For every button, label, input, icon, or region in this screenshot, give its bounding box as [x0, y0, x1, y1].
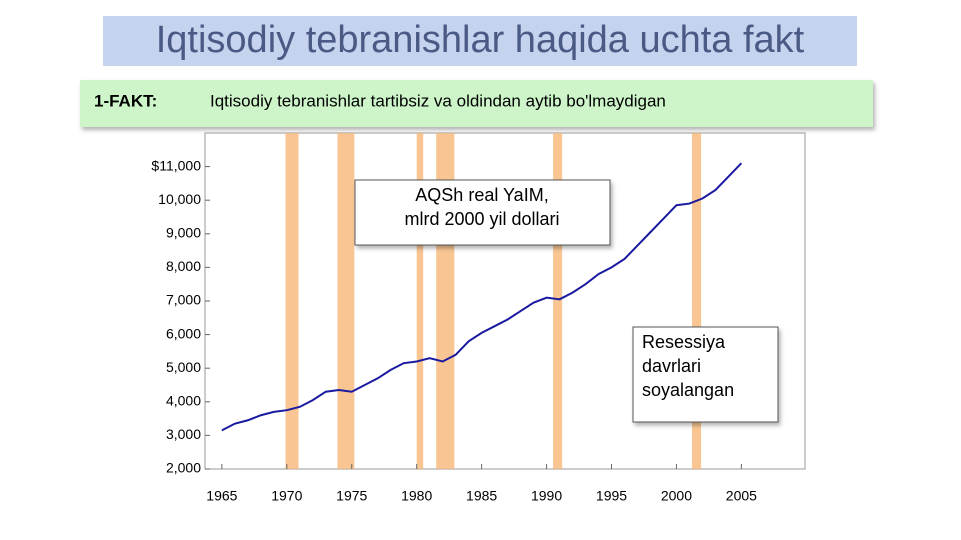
x-tick-label: 1985 [466, 488, 497, 504]
y-tick-label: 7,000 [166, 292, 201, 308]
y-tick-label: 2,000 [166, 460, 201, 476]
x-tick-label: 1990 [531, 488, 562, 504]
x-tick-label: 1965 [206, 488, 237, 504]
y-tick-label: 3,000 [166, 426, 201, 442]
annotation-text: soyalangan [642, 380, 734, 400]
fact-text: Iqtisodiy tebranishlar tartibsiz va oldi… [210, 91, 666, 110]
annotation-text: davrlari [642, 356, 701, 376]
y-tick-label: 6,000 [166, 325, 201, 341]
recession-band [692, 133, 702, 469]
recession-band [285, 133, 299, 469]
y-tick-label: 9,000 [166, 225, 201, 241]
x-tick-label: 1970 [271, 488, 302, 504]
recession-band [553, 133, 563, 469]
annotation-box [632, 326, 779, 423]
y-tick-label: 10,000 [158, 191, 201, 207]
x-tick-label: 2000 [661, 488, 692, 504]
y-tick-label: $11,000 [151, 157, 201, 173]
x-tick-label: 1975 [336, 488, 367, 504]
annotation-box [354, 179, 611, 246]
y-tick-label: 8,000 [166, 258, 201, 274]
title: Iqtisodiy tebranishlar haqida uchta fakt [156, 19, 805, 61]
recession-band [416, 133, 424, 469]
recession-band [337, 133, 355, 469]
title-bg [103, 16, 857, 66]
data-line [221, 162, 743, 432]
y-tick-label: 4,000 [166, 393, 201, 409]
x-tick-label: 1980 [401, 488, 432, 504]
y-tick-label: 5,000 [166, 359, 201, 375]
x-tick-label: 1995 [596, 488, 627, 504]
annotation-text: Resessiya [642, 332, 726, 352]
annotation-text: AQSh real YaIM, [415, 185, 548, 205]
fact-box [80, 80, 873, 127]
fact-label: 1-FAKT: [94, 91, 157, 110]
annotation-text: mlrd 2000 yil dollari [404, 209, 559, 229]
x-tick-label: 2005 [726, 488, 757, 504]
